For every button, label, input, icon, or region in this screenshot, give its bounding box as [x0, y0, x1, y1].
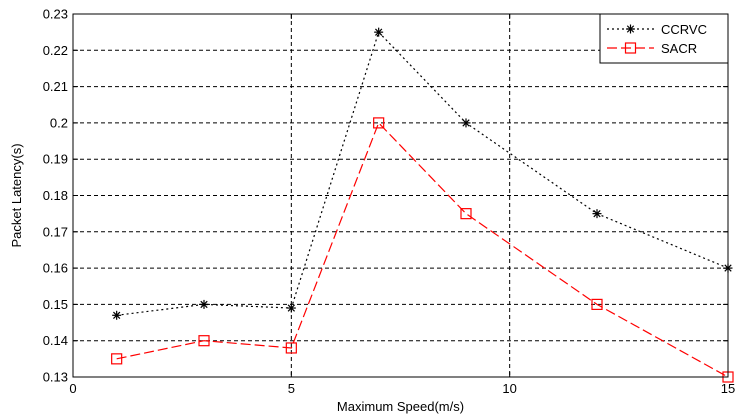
legend-marker-point-ccrvc [626, 24, 635, 34]
data-point-sacr [460, 208, 472, 220]
grid [73, 14, 728, 377]
y-tick-label: 0.23 [43, 7, 68, 22]
y-tick-label: 0.14 [43, 333, 68, 348]
legend-box [599, 13, 729, 64]
y-tick-label: 0.15 [43, 297, 68, 312]
x-axis-label: Maximum Speed(m/s) [337, 399, 464, 414]
data-point-ccrvc [461, 118, 471, 128]
data-point-sacr [198, 335, 210, 347]
series-layer [111, 27, 734, 383]
y-tick-label: 0.19 [43, 152, 68, 167]
data-point-ccrvc [112, 310, 122, 320]
data-point-ccrvc [592, 209, 602, 219]
x-tick-label: 15 [721, 381, 735, 396]
y-tick-label: 0.21 [43, 79, 68, 94]
legend: CCRVC SACR [599, 13, 729, 64]
y-tick-label: 0.17 [43, 224, 68, 239]
y-axis-label: Packet Latency(s) [9, 143, 24, 247]
data-point-sacr [373, 117, 385, 129]
data-point-sacr [591, 298, 603, 310]
data-point-sacr [285, 342, 297, 354]
y-tick-label: 0.22 [43, 43, 68, 58]
x-tick-label: 10 [502, 381, 516, 396]
series-line-sacr [116, 121, 729, 378]
legend-marker-ccrvc [626, 24, 635, 34]
x-tick-label: 5 [288, 381, 295, 396]
y-tick-label: 0.2 [50, 115, 68, 130]
legend-label-sacr: SACR [661, 41, 697, 56]
y-tick-label: 0.13 [43, 370, 68, 385]
y-tick-label: 0.18 [43, 188, 68, 203]
legend-marker-sacr [624, 42, 637, 54]
legend-label-ccrvc: CCRVC [661, 22, 707, 37]
data-point-ccrvc [374, 27, 384, 37]
y-tick-label: 0.16 [43, 261, 68, 276]
data-point-ccrvc [286, 303, 296, 313]
legend-marker-point-sacr [624, 42, 637, 54]
data-point-ccrvc [199, 299, 209, 309]
x-tick-label: 0 [69, 381, 76, 396]
axis-ticks: 0 5 10 15 0.13 0.14 0.15 0.16 0.17 0.18 0.19 0.2 0.2… [43, 7, 735, 397]
data-point-sacr [111, 353, 123, 365]
